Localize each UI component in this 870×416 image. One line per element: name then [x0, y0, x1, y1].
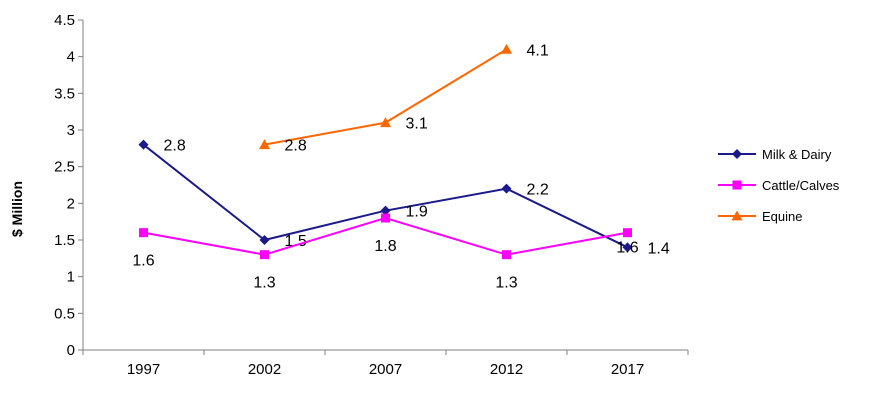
data-point-equine: [501, 43, 512, 54]
data-label-milk-dairy: 1.5: [285, 233, 307, 250]
y-tick-label: 3.5: [54, 85, 75, 102]
y-tick-label: 4.5: [54, 12, 75, 29]
data-point-equine: [380, 117, 391, 128]
x-tick-label: 2007: [369, 361, 402, 378]
y-tick-label: 1.5: [54, 232, 75, 249]
y-tick-label: 0: [67, 342, 75, 359]
series-line-equine: [264, 48, 508, 146]
data-point-cattle-calves: [381, 213, 390, 223]
data-point-milk-dairy: [380, 205, 391, 216]
legend-swatch-marker: [732, 149, 742, 159]
data-label-milk-dairy: 1.9: [406, 204, 428, 221]
y-tick-label: 0.5: [54, 305, 75, 322]
data-label-equine: 3.1: [406, 116, 428, 133]
data-label-equine: 2.8: [285, 138, 307, 155]
data-point-equine: [259, 139, 270, 150]
legend-item-cattle-calves: Cattle/Calves: [718, 178, 840, 193]
data-label-milk-dairy: 1.4: [648, 240, 670, 257]
series-milk-dairy: 2.8 1.5 1.9 2.2 1.4: [138, 138, 670, 257]
y-tick-label: 4: [67, 49, 75, 66]
data-point-milk-dairy: [259, 235, 270, 245]
data-point-milk-dairy: [501, 183, 512, 194]
x-axis-ticks: 1997 2002 2007 2012 2017: [82, 350, 689, 378]
data-point-cattle-calves: [623, 228, 632, 238]
legend-item-equine: Equine: [718, 209, 802, 224]
x-tick-label: 2017: [611, 361, 644, 378]
data-point-cattle-calves: [502, 250, 511, 260]
legend-label: Milk & Dairy: [762, 147, 832, 162]
data-label-cattle-calves: 1.3: [253, 275, 275, 292]
series-cattle-calves: 1.6 1.3 1.8 1.3 1.6: [132, 213, 639, 292]
y-axis-label: $ Million: [9, 181, 25, 237]
legend: Milk & Dairy Cattle/Calves Equine: [718, 147, 840, 224]
legend-label: Equine: [762, 209, 802, 224]
data-label-cattle-calves: 1.8: [374, 238, 396, 255]
y-axis-ticks: 0 0.5 1 1.5 2 2.5 3 3.5 4 4.5: [54, 12, 83, 359]
x-tick-label: 1997: [127, 361, 160, 378]
data-label-milk-dairy: 2.8: [164, 138, 186, 155]
data-point-milk-dairy: [622, 242, 633, 253]
x-tick-label: 2012: [490, 361, 523, 378]
data-label-cattle-calves: 1.6: [616, 240, 638, 257]
legend-item-milk-dairy: Milk & Dairy: [718, 147, 832, 162]
data-label-equine: 4.1: [527, 42, 549, 59]
data-point-milk-dairy: [138, 139, 149, 150]
series-line-milk-dairy: [142, 143, 628, 249]
legend-label: Cattle/Calves: [762, 178, 840, 193]
series-layer: 2.8 1.5 1.9 2.2 1.4 1.6 1.3 1.8 1.3 1.6 2.8 3.1 4.1: [132, 42, 669, 291]
y-tick-label: 2: [67, 195, 75, 212]
legend-swatch-marker: [731, 210, 743, 221]
y-tick-label: 3: [67, 122, 75, 139]
x-tick-label: 2002: [248, 361, 281, 378]
data-label-cattle-calves: 1.6: [132, 253, 154, 270]
y-tick-label: 2.5: [54, 159, 75, 176]
y-tick-label: 1: [67, 269, 75, 286]
legend-swatch-marker: [732, 180, 742, 190]
data-point-cattle-calves: [260, 250, 269, 260]
data-label-milk-dairy: 2.2: [527, 182, 549, 199]
data-point-cattle-calves: [139, 228, 148, 238]
data-label-cattle-calves: 1.3: [495, 275, 517, 292]
series-equine: 2.8 3.1 4.1: [259, 42, 549, 155]
